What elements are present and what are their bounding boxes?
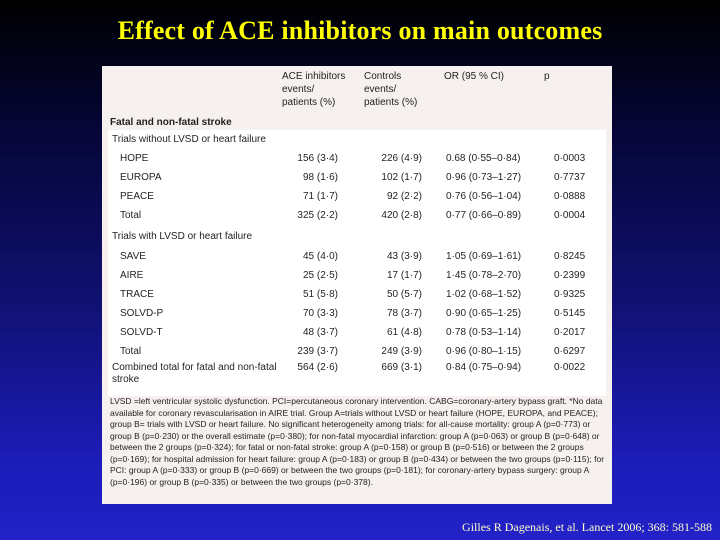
- trial-name: TRACE: [120, 289, 154, 300]
- odds-ratio: 0·84 (0·75–0·94): [446, 362, 522, 373]
- odds-ratio: 0·96 (0·80–1·15): [446, 346, 522, 357]
- table-row: EUROPA 98 (1·6) 102 (1·7) 0·96 (0·73–1·2…: [108, 168, 606, 187]
- group-title: Trials without LVSD or heart failure: [112, 134, 266, 145]
- header-odds-ratio: OR (95 % CI): [444, 71, 505, 82]
- header-ace-inhibitors: ACE inhibitors events/ patients (%): [282, 70, 345, 109]
- odds-ratio: 0·96 (0·73–1·27): [446, 172, 522, 183]
- control-value: 669 (3·1): [381, 362, 422, 373]
- header-ace-line2: events/: [282, 84, 315, 95]
- header-ace-line1: ACE inhibitors: [282, 71, 346, 82]
- p-value: 0·0004: [554, 210, 586, 221]
- p-value: 0·6297: [554, 346, 586, 357]
- table-header: ACE inhibitors events/ patients (%) Cont…: [102, 66, 612, 130]
- trial-name: Total: [120, 346, 142, 357]
- table-row: TRACE 51 (5·8) 50 (5·7) 1·02 (0·68–1·52)…: [108, 285, 606, 304]
- group-title: Trials with LVSD or heart failure: [112, 231, 253, 242]
- p-value: 0·8245: [554, 251, 586, 262]
- p-value: 0·2017: [554, 327, 586, 338]
- control-value: 17 (1·7): [386, 270, 422, 281]
- trial-name: SOLVD-T: [120, 327, 163, 338]
- table-row: Total 325 (2·2) 420 (2·8) 0·77 (0·66–0·8…: [108, 206, 606, 225]
- combined-label: Combined total for fatal and non-fatal s…: [112, 362, 277, 385]
- ace-value: 51 (5·8): [302, 289, 338, 300]
- table-row: Total 239 (3·7) 249 (3·9) 0·96 (0·80–1·1…: [108, 342, 606, 361]
- ace-value: 25 (2·5): [302, 270, 338, 281]
- trial-name: SOLVD-P: [120, 308, 164, 319]
- trial-name: EUROPA: [120, 172, 162, 183]
- header-ctrl-line2: events/: [364, 84, 397, 95]
- table-row: HOPE 156 (3·4) 226 (4·9) 0.68 (0·55–0·84…: [108, 149, 606, 168]
- odds-ratio: 0·76 (0·56–1·04): [446, 191, 522, 202]
- odds-ratio: 0·77 (0·66–0·89): [446, 210, 522, 221]
- ace-value: 45 (4·0): [302, 251, 338, 262]
- odds-ratio: 0·78 (0·53–1·14): [446, 327, 522, 338]
- combined-total-row: Combined total for fatal and non-fatal s…: [108, 362, 606, 394]
- trial-name: HOPE: [120, 153, 149, 164]
- ace-value: 325 (2·2): [297, 210, 338, 221]
- p-value: 0·5145: [554, 308, 586, 319]
- table-row: AIRE 25 (2·5) 17 (1·7) 1·45 (0·78–2·70) …: [108, 266, 606, 285]
- control-value: 61 (4·8): [386, 327, 422, 338]
- p-value: 0·2399: [554, 270, 586, 281]
- group-header: Trials with LVSD or heart failure: [108, 227, 606, 246]
- control-value: 249 (3·9): [381, 346, 422, 357]
- ace-value: 48 (3·7): [302, 327, 338, 338]
- citation: Gilles R Dagenais, et al. Lancet 2006; 3…: [462, 520, 712, 534]
- ace-value: 564 (2·6): [297, 362, 338, 373]
- odds-ratio: 1·45 (0·78–2·70): [446, 270, 522, 281]
- table-body: Trials without LVSD or heart failure HOP…: [108, 130, 606, 396]
- ace-value: 239 (3·7): [297, 346, 338, 357]
- odds-ratio: 1·05 (0·69–1·61): [446, 251, 522, 262]
- p-value: 0·9325: [554, 289, 586, 300]
- section-title: Fatal and non-fatal stroke: [110, 117, 232, 128]
- trial-name: Total: [120, 210, 142, 221]
- header-controls: Controls events/ patients (%): [364, 70, 417, 109]
- slide-title: Effect of ACE inhibitors on main outcome…: [117, 16, 603, 45]
- odds-ratio: 1·02 (0·68–1·52): [446, 289, 522, 300]
- table-row: SOLVD-P 70 (3·3) 78 (3·7) 0·90 (0·65–1·2…: [108, 304, 606, 323]
- odds-ratio: 0.68 (0·55–0·84): [446, 153, 521, 164]
- trial-name: PEACE: [120, 191, 154, 202]
- p-value: 0·7737: [554, 172, 586, 183]
- control-value: 226 (4·9): [381, 153, 422, 164]
- header-ace-line3: patients (%): [282, 97, 336, 108]
- ace-value: 71 (1·7): [302, 191, 338, 202]
- header-ctrl-line3: patients (%): [364, 97, 418, 108]
- control-value: 92 (2·2): [386, 191, 422, 202]
- p-value: 0·0022: [554, 362, 586, 373]
- table-row: PEACE 71 (1·7) 92 (2·2) 0·76 (0·56–1·04)…: [108, 187, 606, 206]
- ace-value: 70 (3·3): [302, 308, 338, 319]
- trial-name: SAVE: [120, 251, 146, 262]
- p-value: 0·0003: [554, 153, 586, 164]
- odds-ratio: 0·90 (0·65–1·25): [446, 308, 522, 319]
- table-row: SAVE 45 (4·0) 43 (3·9) 1·05 (0·69–1·61) …: [108, 247, 606, 266]
- control-value: 78 (3·7): [386, 308, 422, 319]
- header-ctrl-line1: Controls: [364, 71, 402, 82]
- trial-name: AIRE: [120, 270, 144, 281]
- p-value: 0·0888: [554, 191, 586, 202]
- ace-value: 98 (1·6): [302, 172, 338, 183]
- group-header: Trials without LVSD or heart failure: [108, 130, 606, 149]
- control-value: 102 (1·7): [381, 172, 422, 183]
- control-value: 420 (2·8): [381, 210, 422, 221]
- table-row: SOLVD-T 48 (3·7) 61 (4·8) 0·78 (0·53–1·1…: [108, 323, 606, 342]
- header-p: p: [544, 71, 550, 82]
- outcomes-table: ACE inhibitors events/ patients (%) Cont…: [102, 66, 612, 504]
- ace-value: 156 (3·4): [297, 153, 338, 164]
- control-value: 50 (5·7): [386, 289, 422, 300]
- control-value: 43 (3·9): [386, 251, 422, 262]
- table-footnote: LVSD =left ventricular systolic dysfunct…: [110, 396, 605, 487]
